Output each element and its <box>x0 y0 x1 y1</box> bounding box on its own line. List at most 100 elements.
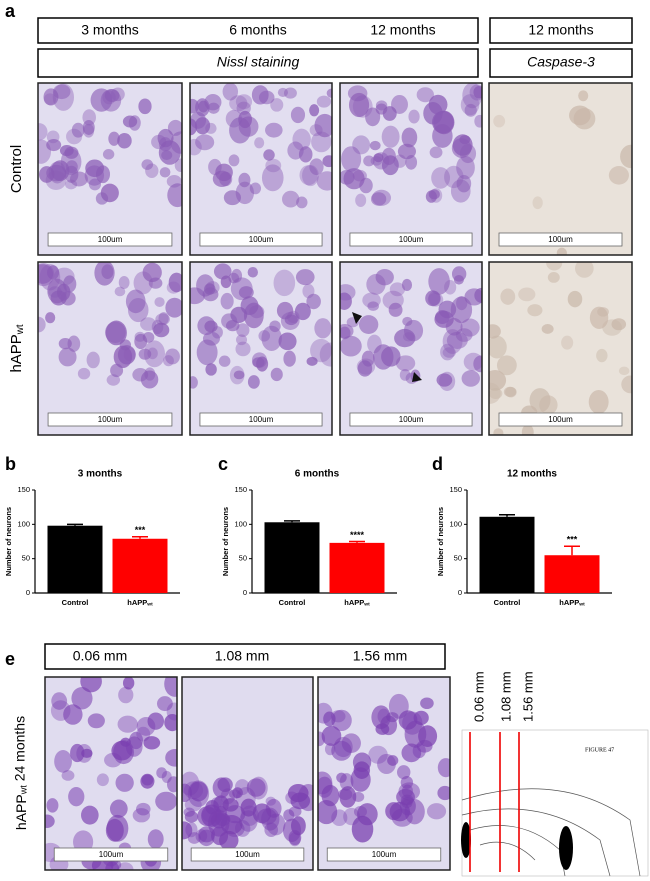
subscript: wt <box>363 602 370 608</box>
atlas-ventricle <box>559 826 573 870</box>
cell <box>265 796 276 806</box>
cell <box>196 339 218 366</box>
cell <box>428 291 441 306</box>
cell <box>190 376 198 389</box>
cell <box>43 93 57 106</box>
cell <box>142 262 162 283</box>
micrograph-bg <box>489 262 632 435</box>
cell <box>164 713 177 732</box>
cell <box>229 95 248 112</box>
cell <box>213 263 232 280</box>
cell <box>527 304 543 317</box>
cell <box>118 686 134 704</box>
atlas: FIGURE 47 <box>461 729 649 877</box>
error-bar <box>67 523 83 526</box>
cell <box>496 355 517 376</box>
cell <box>184 811 199 823</box>
cell <box>190 138 202 156</box>
cell <box>469 84 482 101</box>
cell <box>620 144 632 169</box>
text-part: hAPP <box>344 598 364 607</box>
cell <box>460 318 480 337</box>
cell <box>238 172 251 188</box>
micrograph: 100um <box>317 676 451 871</box>
cell <box>187 780 210 807</box>
micrograph-frame <box>44 676 178 871</box>
cell <box>236 323 250 338</box>
significance: *** <box>567 535 578 545</box>
cell <box>238 110 252 129</box>
cell <box>46 130 60 144</box>
cell <box>198 826 216 843</box>
significance: **** <box>350 530 365 540</box>
cell <box>46 798 59 813</box>
bar <box>479 516 535 593</box>
cell <box>156 696 173 712</box>
cell <box>388 302 403 317</box>
x-tick-label: Control <box>279 598 306 607</box>
cell <box>71 687 93 710</box>
cell <box>217 777 233 792</box>
cell <box>122 115 138 128</box>
panel-label: c <box>218 454 228 474</box>
scale-bar-label: 100um <box>249 415 274 424</box>
micrograph: 100um <box>37 261 183 436</box>
cell <box>432 110 454 134</box>
cell <box>102 149 115 160</box>
error-bar <box>564 545 580 556</box>
cell <box>270 98 284 112</box>
cell <box>263 149 275 161</box>
cell <box>235 181 254 205</box>
cell <box>197 806 217 827</box>
cell <box>222 83 239 101</box>
cell <box>381 147 396 166</box>
cell <box>68 787 85 807</box>
cell <box>367 334 382 354</box>
cell <box>453 274 464 285</box>
micrograph-content <box>190 262 332 435</box>
cell <box>306 293 321 310</box>
cell <box>373 344 394 370</box>
cell <box>45 814 55 828</box>
cell <box>436 373 453 387</box>
micrograph-content <box>38 83 182 255</box>
micrograph-frame <box>189 82 333 256</box>
cell <box>382 106 397 121</box>
cell <box>88 178 102 191</box>
cell <box>389 282 405 297</box>
stain-header: Caspase-3 <box>527 54 595 70</box>
cell <box>404 720 427 748</box>
cell <box>575 262 594 278</box>
column-header: 6 months <box>229 22 287 38</box>
y-axis-label: Number of neurons <box>436 507 445 576</box>
cell <box>336 772 347 783</box>
cell <box>318 799 338 825</box>
bar <box>329 542 385 593</box>
cell <box>159 167 171 178</box>
cell <box>401 278 413 292</box>
cell <box>295 269 315 286</box>
y-tick-label: 150 <box>449 485 462 494</box>
cell <box>489 324 501 339</box>
cell <box>125 289 146 314</box>
cell <box>270 367 283 382</box>
scale-bar-label: 100um <box>235 850 260 859</box>
cell <box>314 113 332 138</box>
cell <box>109 799 128 818</box>
cell <box>105 818 124 842</box>
cell <box>108 131 120 146</box>
cell <box>215 163 233 182</box>
cell <box>233 370 245 380</box>
cell <box>154 297 165 308</box>
cell <box>401 799 413 808</box>
y-tick-label: 100 <box>17 519 30 528</box>
cell <box>221 313 238 329</box>
cell <box>331 709 352 732</box>
micrograph-content <box>489 262 632 435</box>
cell <box>310 338 332 363</box>
cell <box>363 155 375 167</box>
cell <box>316 95 332 108</box>
cell <box>106 374 121 386</box>
cell <box>429 146 443 159</box>
cell <box>39 264 61 291</box>
